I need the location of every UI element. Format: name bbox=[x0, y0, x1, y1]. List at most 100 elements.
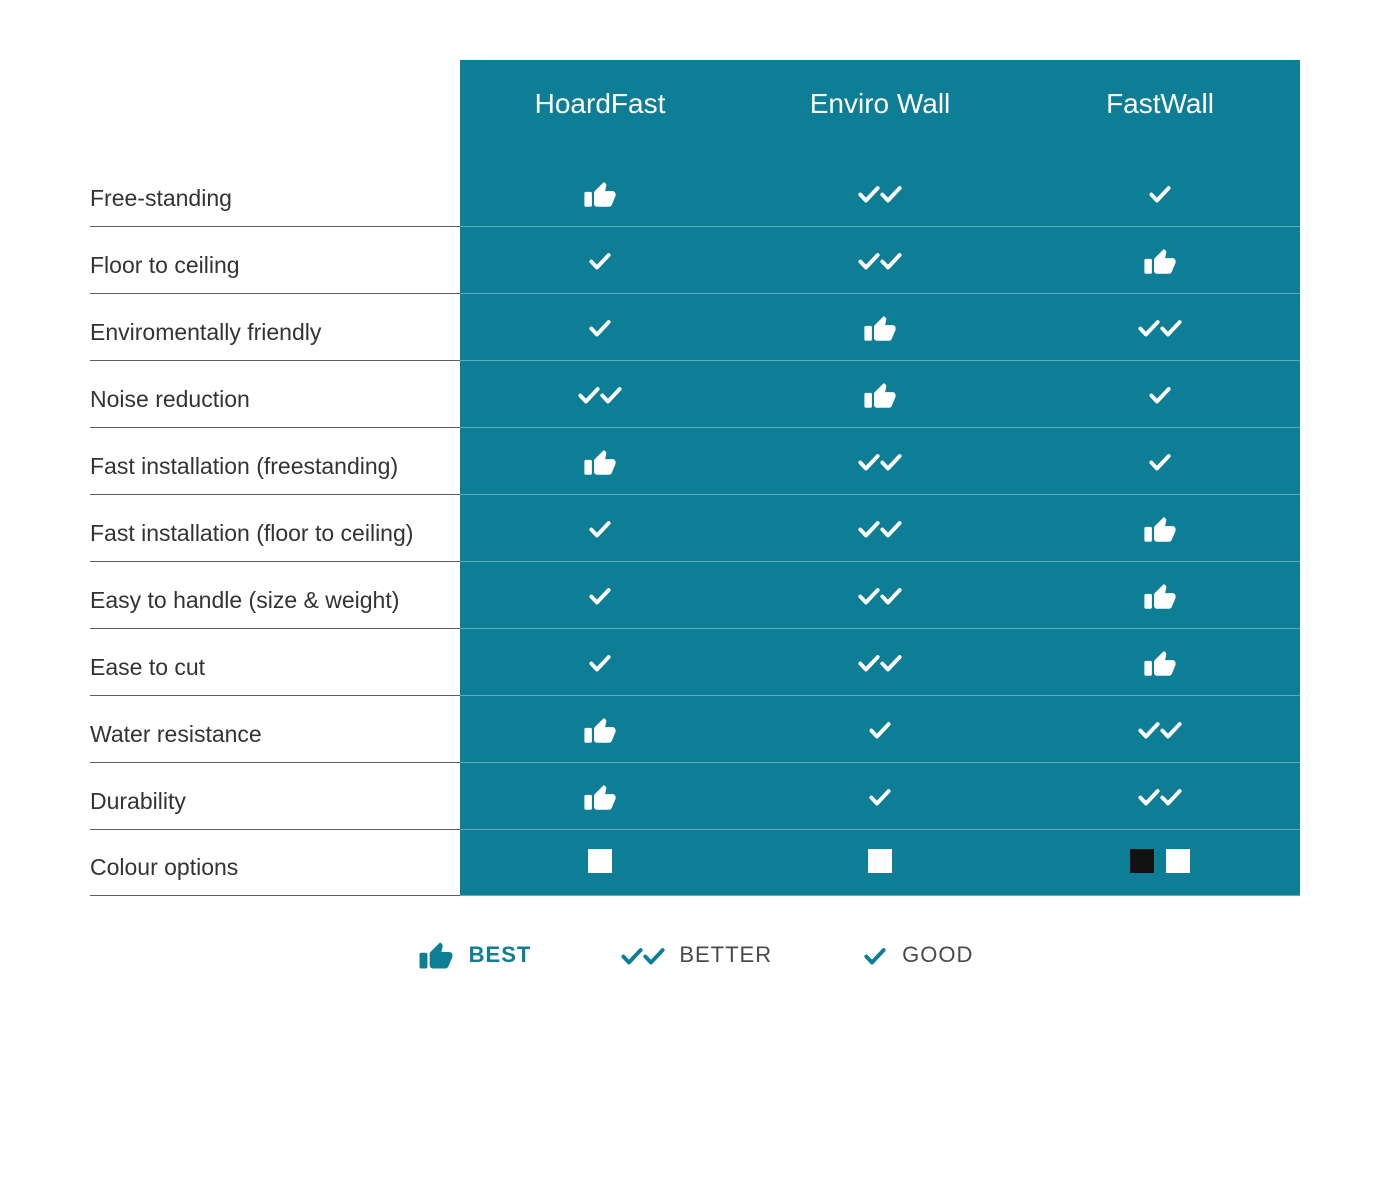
double-check-icon bbox=[858, 587, 902, 604]
table-row: Colour options bbox=[90, 830, 1300, 896]
check-icon bbox=[867, 788, 893, 805]
rating-cell bbox=[460, 629, 740, 696]
rating-cell bbox=[460, 495, 740, 562]
row-label: Water resistance bbox=[90, 696, 460, 763]
row-label: Floor to ceiling bbox=[90, 227, 460, 294]
colour-cell bbox=[1020, 830, 1300, 896]
rating-cell bbox=[740, 428, 1020, 495]
check-icon bbox=[867, 721, 893, 738]
colour-swatch bbox=[588, 849, 612, 873]
rating-cell bbox=[460, 428, 740, 495]
comparison-page: HoardFast Enviro Wall FastWall Free-stan… bbox=[0, 0, 1390, 1200]
rating-cell bbox=[740, 629, 1020, 696]
header-product-0: HoardFast bbox=[460, 60, 740, 160]
rating-cell bbox=[740, 294, 1020, 361]
header-row: HoardFast Enviro Wall FastWall bbox=[90, 60, 1300, 160]
double-check-icon bbox=[858, 252, 902, 269]
thumbs-up-icon bbox=[582, 788, 618, 805]
check-icon bbox=[587, 587, 613, 604]
rating-cell bbox=[460, 294, 740, 361]
header-blank bbox=[90, 60, 460, 160]
rating-cell bbox=[1020, 763, 1300, 830]
swatch-group bbox=[868, 849, 892, 873]
swatch-group bbox=[1130, 849, 1190, 873]
rating-cell bbox=[460, 227, 740, 294]
colour-swatch bbox=[868, 849, 892, 873]
double-check-icon bbox=[1138, 721, 1182, 738]
thumbs-up-icon bbox=[1142, 654, 1178, 671]
rating-cell bbox=[460, 160, 740, 227]
header-product-1: Enviro Wall bbox=[740, 60, 1020, 160]
check-icon bbox=[587, 252, 613, 269]
row-label: Easy to handle (size & weight) bbox=[90, 562, 460, 629]
rating-cell bbox=[460, 361, 740, 428]
double-check-icon bbox=[1138, 788, 1182, 805]
thumbs-up-icon bbox=[582, 721, 618, 738]
rating-cell bbox=[460, 696, 740, 763]
thumbs-up-icon bbox=[1142, 252, 1178, 269]
double-check-icon bbox=[578, 386, 622, 403]
double-check-icon bbox=[858, 185, 902, 202]
rating-cell bbox=[740, 562, 1020, 629]
rating-cell bbox=[1020, 562, 1300, 629]
colour-swatch bbox=[1166, 849, 1190, 873]
rating-cell bbox=[1020, 160, 1300, 227]
rating-cell bbox=[740, 495, 1020, 562]
table-body: Free-standingFloor to ceilingEnviromenta… bbox=[90, 160, 1300, 896]
rating-cell bbox=[740, 361, 1020, 428]
table-row: Ease to cut bbox=[90, 629, 1300, 696]
table-row: Fast installation (floor to ceiling) bbox=[90, 495, 1300, 562]
legend-better-label: BETTER bbox=[679, 942, 772, 968]
colour-cell bbox=[460, 830, 740, 896]
row-label: Colour options bbox=[90, 830, 460, 896]
table-row: Floor to ceiling bbox=[90, 227, 1300, 294]
check-icon bbox=[587, 654, 613, 671]
double-check-icon bbox=[1138, 319, 1182, 336]
swatch-group bbox=[588, 849, 612, 873]
rating-cell bbox=[740, 227, 1020, 294]
legend-best-label: BEST bbox=[469, 942, 532, 968]
rating-cell bbox=[460, 562, 740, 629]
thumbs-up-icon bbox=[1142, 520, 1178, 537]
rating-cell bbox=[1020, 428, 1300, 495]
check-icon bbox=[1147, 185, 1173, 202]
check-icon bbox=[862, 941, 888, 968]
colour-swatch bbox=[1130, 849, 1154, 873]
table-row: Water resistance bbox=[90, 696, 1300, 763]
table-row: Easy to handle (size & weight) bbox=[90, 562, 1300, 629]
rating-cell bbox=[740, 763, 1020, 830]
check-icon bbox=[587, 319, 613, 336]
table-row: Fast installation (freestanding) bbox=[90, 428, 1300, 495]
thumbs-up-icon bbox=[582, 453, 618, 470]
double-check-icon bbox=[858, 453, 902, 470]
rating-cell bbox=[740, 160, 1020, 227]
table-row: Enviromentally friendly bbox=[90, 294, 1300, 361]
rating-cell bbox=[1020, 629, 1300, 696]
table-row: Durability bbox=[90, 763, 1300, 830]
legend-better: BETTER bbox=[621, 941, 772, 968]
row-label: Durability bbox=[90, 763, 460, 830]
thumbs-up-icon bbox=[1142, 587, 1178, 604]
check-icon bbox=[1147, 386, 1173, 403]
legend: BEST BETTER GOOD bbox=[90, 936, 1300, 974]
legend-best: BEST bbox=[417, 936, 532, 974]
thumbs-up-icon bbox=[862, 319, 898, 336]
row-label: Enviromentally friendly bbox=[90, 294, 460, 361]
rating-cell bbox=[1020, 294, 1300, 361]
thumbs-up-icon bbox=[417, 936, 455, 974]
table-row: Noise reduction bbox=[90, 361, 1300, 428]
check-icon bbox=[587, 520, 613, 537]
comparison-table: HoardFast Enviro Wall FastWall Free-stan… bbox=[90, 60, 1300, 896]
table-row: Free-standing bbox=[90, 160, 1300, 227]
double-check-icon bbox=[858, 654, 902, 671]
check-icon bbox=[1147, 453, 1173, 470]
thumbs-up-icon bbox=[582, 185, 618, 202]
row-label: Noise reduction bbox=[90, 361, 460, 428]
row-label: Ease to cut bbox=[90, 629, 460, 696]
rating-cell bbox=[460, 763, 740, 830]
row-label: Fast installation (freestanding) bbox=[90, 428, 460, 495]
row-label: Fast installation (floor to ceiling) bbox=[90, 495, 460, 562]
row-label: Free-standing bbox=[90, 160, 460, 227]
rating-cell bbox=[740, 696, 1020, 763]
double-check-icon bbox=[858, 520, 902, 537]
